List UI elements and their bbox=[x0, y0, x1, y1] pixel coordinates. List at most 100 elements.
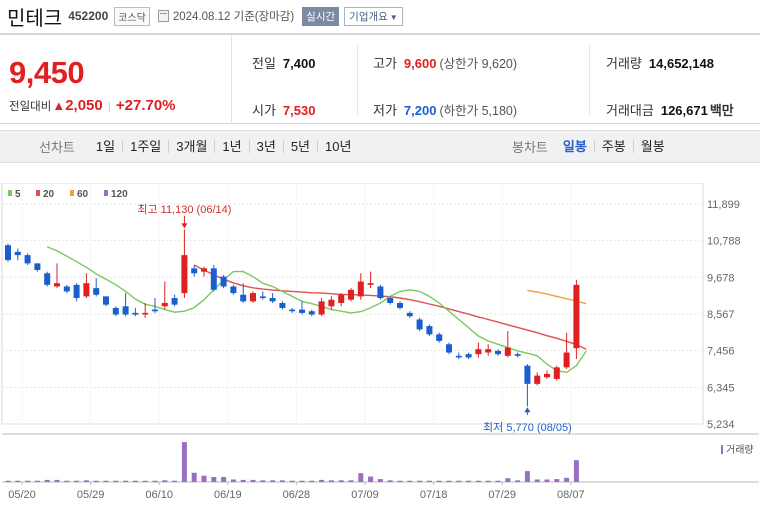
volume-bar bbox=[358, 473, 364, 482]
candle-body bbox=[328, 299, 335, 307]
volume-bar bbox=[368, 476, 374, 482]
calendar-icon bbox=[157, 10, 169, 22]
volume-bar bbox=[505, 478, 511, 482]
low-label: 저가 bbox=[373, 103, 397, 118]
candle-body bbox=[299, 309, 305, 313]
candle-body bbox=[544, 373, 550, 378]
plot-frame bbox=[1, 182, 704, 425]
volume-bar bbox=[417, 480, 423, 482]
tab-daily[interactable]: 일봉 bbox=[562, 139, 587, 154]
volume-label: 거래량 bbox=[606, 56, 642, 71]
candle-body bbox=[436, 334, 443, 341]
candle-body bbox=[416, 319, 423, 330]
caret-down-icon: ▼ bbox=[389, 12, 398, 22]
y-tick-label: 10,788 bbox=[707, 236, 741, 248]
stock-name: 민테크 bbox=[7, 7, 63, 30]
candle-body bbox=[5, 245, 11, 261]
candle-body bbox=[210, 268, 217, 290]
candle-body bbox=[250, 293, 256, 302]
legend-swatch bbox=[36, 190, 40, 196]
candle-body bbox=[161, 302, 168, 307]
volume-bar bbox=[495, 480, 501, 482]
volume-bar bbox=[407, 480, 413, 482]
volume-bar bbox=[426, 480, 432, 482]
tab-3y[interactable]: 3년 bbox=[248, 140, 283, 153]
volume-bar bbox=[524, 471, 530, 482]
company-overview-label: 기업개요 bbox=[349, 10, 388, 23]
volume-bar bbox=[201, 475, 207, 482]
candle-body bbox=[387, 298, 394, 303]
title-bar: 민테크 452200 코스닥 2024.08.12 기준(장마감) 실시간 기업… bbox=[0, 0, 760, 32]
open-value: 7,530 bbox=[282, 103, 316, 118]
legend-swatch bbox=[70, 190, 74, 196]
candle-body bbox=[122, 306, 129, 315]
volume-bar bbox=[93, 480, 99, 482]
realtime-button[interactable]: 실시간 bbox=[302, 6, 340, 26]
volume-bar bbox=[113, 480, 119, 482]
tab-1d[interactable]: 1일 bbox=[95, 139, 116, 154]
candle-body bbox=[24, 255, 31, 264]
candle-body bbox=[308, 311, 315, 315]
candle-body bbox=[152, 309, 158, 312]
chart-svg: 11,899 10,788 9,678 8,567 7,456 6,345 5,234 05/… bbox=[1, 182, 759, 501]
tab-1w[interactable]: 1주일 bbox=[122, 140, 168, 153]
candle-body bbox=[426, 326, 433, 335]
volume-bar bbox=[544, 479, 550, 482]
volume-bar bbox=[221, 476, 227, 482]
volume-bar bbox=[397, 480, 403, 482]
divider bbox=[357, 45, 358, 115]
high-value: 9,600 bbox=[403, 56, 437, 71]
tab-monthly[interactable]: 월봉 bbox=[632, 140, 672, 153]
candle-body bbox=[54, 283, 60, 287]
candle-body bbox=[201, 268, 207, 272]
tab-3m[interactable]: 3개월 bbox=[168, 140, 214, 153]
volume-bar bbox=[54, 479, 60, 482]
legend-label: 120 bbox=[111, 189, 128, 200]
high-arrow-head bbox=[181, 223, 188, 229]
candle-body bbox=[34, 263, 41, 270]
candle-body bbox=[289, 309, 296, 312]
candle-body bbox=[348, 289, 354, 300]
tab-10y[interactable]: 10년 bbox=[317, 140, 358, 153]
candle-body bbox=[132, 312, 139, 315]
candle-body bbox=[465, 354, 472, 358]
volume-bar bbox=[564, 477, 570, 482]
x-tick-label: 06/28 bbox=[283, 489, 311, 501]
change-label: 전일대비 bbox=[9, 100, 52, 113]
candle-body bbox=[63, 286, 70, 292]
divider bbox=[589, 45, 590, 115]
candle-chart-label: 봉차트 bbox=[512, 140, 548, 155]
candle-body bbox=[83, 283, 90, 297]
tab-5y[interactable]: 5년 bbox=[282, 140, 317, 153]
volume-bar bbox=[240, 479, 246, 482]
volume-bar bbox=[250, 479, 256, 482]
legend-label: 60 bbox=[77, 189, 89, 200]
volume-bar bbox=[436, 480, 442, 482]
volume-bar bbox=[534, 479, 540, 482]
up-triangle-icon: ▲ bbox=[52, 98, 66, 113]
candle-body bbox=[357, 281, 364, 297]
candle-body bbox=[14, 251, 21, 256]
open-label: 시가 bbox=[252, 103, 276, 118]
tab-1y[interactable]: 1년 bbox=[214, 140, 248, 153]
volume-bar bbox=[74, 480, 80, 482]
company-overview-button[interactable]: 기업개요 ▼ bbox=[344, 6, 403, 26]
tab-weekly[interactable]: 주봉 bbox=[593, 140, 633, 153]
volume-bar bbox=[270, 480, 276, 482]
candlestick-chart: 11,899 10,788 9,678 8,567 7,456 6,345 5,234 05/… bbox=[0, 182, 760, 510]
chart-tabs: 선차트 1일 1주일 3개월 1년 3년 5년 10년 봉차트 일봉 주봉 월봉 bbox=[0, 130, 760, 163]
candle-body bbox=[504, 347, 511, 356]
candle-body bbox=[563, 352, 570, 368]
volume-bar bbox=[446, 480, 452, 482]
candle-body bbox=[220, 276, 227, 287]
high-stat: 고가 9,600 (상한가 9,620) bbox=[373, 53, 517, 72]
price-summary: 9,450 전일대비 ▲ 2,050 | +27.70% 전일 7,400 시가… bbox=[0, 33, 760, 124]
volume-bar bbox=[34, 480, 40, 482]
reference-date: 2024.08.12 기준(장마감) bbox=[172, 11, 295, 23]
volume-bar bbox=[103, 480, 109, 482]
x-tick-label: 08/07 bbox=[557, 489, 585, 501]
stock-code: 452200 bbox=[68, 9, 109, 23]
x-tick-label: 07/18 bbox=[420, 489, 448, 501]
volume-bar bbox=[44, 479, 50, 482]
candle-body bbox=[495, 350, 501, 355]
